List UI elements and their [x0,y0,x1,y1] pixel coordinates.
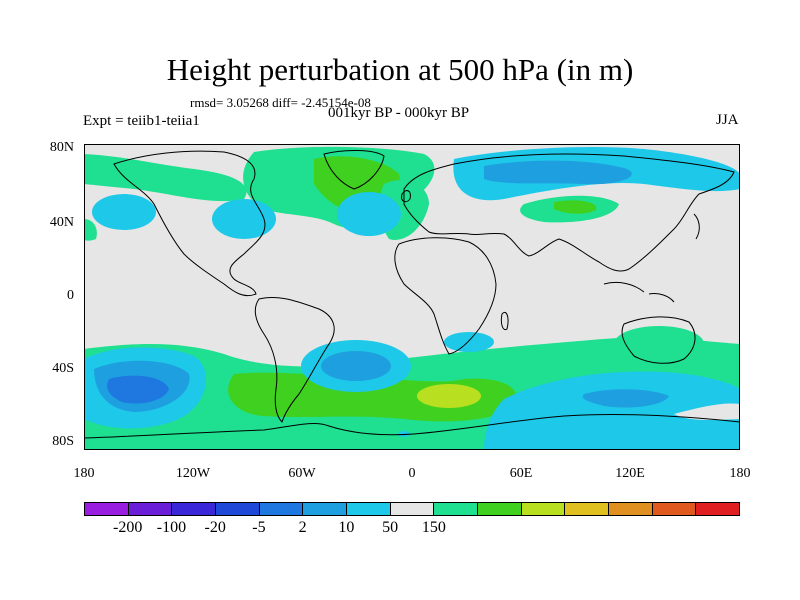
colorbar-label-6: 50 [382,519,399,536]
lon-tick-60e: 60E [509,466,533,481]
field-south-america-lightblue [321,351,391,381]
colorbar-label-4: 2 [298,519,307,536]
field-south-atlantic-yellow [417,384,481,408]
coastline-australia [621,316,696,364]
colorbar-swatch-12 [609,503,653,515]
colorbar-label-0: -200 [113,519,143,536]
colorbar-swatch-6 [347,503,391,515]
coastline-eurasia [403,153,735,272]
colorbar-swatch-9 [478,503,522,515]
lat-tick-0: 0 [67,288,74,303]
field-southern-indian-lightblue [582,389,669,408]
coastline-uk [401,190,411,203]
field-left-edge-green [84,219,97,241]
colorbar-label-3: -5 [252,519,266,536]
field-north-america-cyan [212,199,276,239]
colorbar-label-1: -100 [156,519,187,536]
colorbar-swatch-2 [172,503,217,515]
stats-label: rmsd= 3.05268 diff= -2.45154e-08 [190,95,371,110]
field-right-edge-neutral [674,403,740,420]
colorbar-swatch-1 [128,503,173,515]
lon-tick-120e: 120E [615,466,645,481]
field-southern-indian-cyan [484,371,740,450]
field-australia-green [614,326,704,362]
period-label: 001kyr BP - 000kyr BP [328,105,470,121]
field-north-pacific-green [84,154,247,202]
coastlines [84,150,740,439]
field-antarctic-green [84,431,393,450]
lon-tick-180e: 180 [729,466,751,481]
colorbar-swatch-5 [303,503,348,515]
coastline-antarctica [84,413,740,439]
chart-title: Height perturbation at 500 hPa (in m) [166,52,634,87]
field-asia-lightblue [484,160,632,185]
colorbar [84,502,740,516]
coastline-japan [693,213,700,240]
colorbar-label-7: 150 [421,519,446,536]
lon-tick-0: 0 [408,466,416,481]
colorbar-swatch-3 [216,503,260,515]
colorbar-swatch-7 [390,503,435,515]
map-frame [84,144,740,450]
season-label: JJA [716,112,739,128]
coastline-madagascar [500,311,509,331]
colorbar-swatch-10 [521,503,566,515]
coastline-north-america [113,150,266,297]
height-perturbation-map [84,144,740,450]
colorbar-swatch-0 [85,503,129,515]
lon-tick-120w: 120W [175,466,211,481]
colorbar-label-2: -20 [204,519,226,536]
lat-tick-80n: 80N [49,140,74,155]
coastline-greenland [323,150,385,190]
colorbar-label-5: 10 [338,519,355,536]
field-indian-ocean-cyan-small [398,431,410,437]
field-south-pacific-blue [107,375,169,404]
lat-tick-40s: 40S [52,361,74,376]
coastline-south-america [254,296,335,423]
colorbar-swatch-13 [652,503,697,515]
experiment-label: Expt = teiib1-teiia1 [83,113,200,129]
coastline-africa [394,237,497,355]
field-south-africa-cyan [444,332,494,352]
field-north-pacific-cyan [92,194,156,230]
colorbar-swatch-11 [565,503,610,515]
lat-tick-80s: 80S [52,434,74,449]
field-north-atlantic-cyan [337,192,401,236]
lon-tick-180w: 180 [73,466,95,481]
colorbar-swatch-4 [259,503,304,515]
lat-tick-40n: 40N [49,215,74,230]
colorbar-swatch-8 [434,503,479,515]
map-panel [84,144,740,450]
colorbar-swatch-14 [696,503,740,515]
field-central-asia-green-dark [554,200,597,214]
lon-tick-60w: 60W [288,466,316,481]
coastline-indonesia [603,281,675,303]
